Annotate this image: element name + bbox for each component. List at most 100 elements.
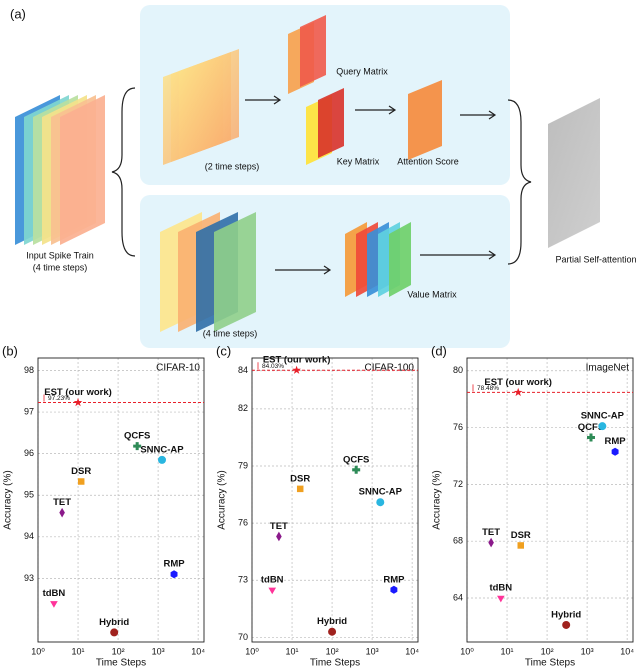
- data-point: [296, 485, 304, 493]
- y-tick-label: 76: [238, 518, 248, 528]
- point-label: DSR: [71, 466, 91, 477]
- feature-layer: [214, 212, 256, 332]
- value-label: 78.48%: [477, 385, 499, 392]
- y-tick-label: 68: [453, 536, 463, 546]
- feature-layer: [389, 222, 411, 297]
- data-point: [50, 601, 58, 608]
- data-point: [110, 628, 119, 637]
- data-point: [562, 620, 571, 629]
- arrow: [420, 250, 497, 260]
- arrow: [245, 95, 282, 105]
- point-label: tdBN: [43, 588, 66, 599]
- y-tick-label: 95: [24, 490, 34, 500]
- feature-layer: [408, 80, 442, 160]
- point-label: TET: [270, 521, 288, 532]
- point-label: tdBN: [489, 582, 512, 593]
- data-point: [268, 587, 277, 595]
- y-tick-label: 64: [453, 592, 463, 602]
- point-label: TET: [53, 497, 71, 508]
- point-label: QCFS: [578, 422, 604, 433]
- x-tick-label: 10³: [581, 646, 594, 656]
- chart-title: CIFAR-10: [156, 363, 200, 374]
- point-label: SNNC-AP: [140, 444, 184, 455]
- point-label: DSR: [290, 473, 310, 484]
- panel-label: (d): [431, 343, 447, 358]
- y-tick-label: 79: [238, 460, 248, 470]
- output-label: Partial Self-attention: [555, 254, 636, 264]
- arrow: [275, 265, 332, 275]
- x-tick-label: 10⁰: [31, 646, 45, 656]
- data-point: [513, 387, 523, 397]
- input-label: (4 time steps): [33, 262, 88, 272]
- panel-label: (c): [216, 343, 231, 358]
- panel-label: (a): [10, 6, 26, 21]
- chart-title: CIFAR-100: [365, 363, 415, 374]
- data-point: [170, 570, 178, 579]
- panel-label: (b): [2, 343, 18, 358]
- data-point: [276, 531, 282, 542]
- point-label: QCFS: [124, 431, 150, 442]
- x-tick-label: 10⁰: [460, 646, 474, 656]
- plot-frame: [251, 357, 419, 643]
- point-label: Hybrid: [99, 617, 129, 628]
- feature-layer: [60, 95, 105, 245]
- data-point: [133, 442, 142, 451]
- data-point: [59, 507, 65, 518]
- x-tick-label: 10³: [152, 646, 165, 656]
- point-label: QCFS: [343, 454, 369, 465]
- feature-layer: [548, 98, 600, 248]
- point-label: SNNC-AP: [581, 411, 625, 422]
- arrow: [355, 105, 397, 115]
- y-tick-label: 84: [238, 365, 248, 375]
- x-tick-label: 10²: [541, 646, 554, 656]
- key-label: Key Matrix: [337, 156, 380, 166]
- data-point: [328, 627, 337, 636]
- y-tick-label: 76: [453, 422, 463, 432]
- plot-frame: [37, 357, 205, 643]
- steps-label: (4 time steps): [203, 328, 258, 338]
- point-label: tdBN: [261, 574, 284, 585]
- data-point: [352, 465, 361, 474]
- y-tick-label: 82: [238, 403, 248, 413]
- x-tick-label: 10²: [326, 646, 339, 656]
- data-point: [611, 447, 619, 456]
- x-axis-label: Time Steps: [310, 658, 360, 668]
- data-point: [292, 365, 301, 374]
- x-tick-label: 10¹: [501, 646, 514, 656]
- point-label: SNNC-AP: [359, 487, 403, 498]
- y-tick-label: 96: [24, 448, 34, 458]
- chart-title: ImageNet: [586, 363, 630, 374]
- point-label: RMP: [163, 559, 185, 570]
- y-tick-label: 72: [453, 479, 463, 489]
- y-axis-label: Accuracy (%): [432, 470, 443, 529]
- x-axis-label: Time Steps: [525, 658, 575, 668]
- data-point: [598, 422, 607, 431]
- x-axis-label: Time Steps: [96, 658, 146, 668]
- x-tick-label: 10²: [112, 646, 125, 656]
- y-tick-label: 98: [24, 365, 34, 375]
- point-label: DSR: [511, 530, 531, 541]
- y-axis-label: Accuracy (%): [3, 470, 14, 529]
- point-label: EST (our work): [484, 377, 552, 388]
- data-point: [586, 433, 595, 442]
- brace: [111, 87, 136, 257]
- steps-label: (2 time steps): [205, 161, 260, 171]
- feature-layer: [179, 49, 239, 159]
- x-tick-label: 10⁰: [245, 646, 259, 656]
- brace: [507, 99, 532, 265]
- data-point: [73, 397, 83, 407]
- point-label: Hybrid: [317, 616, 347, 627]
- x-tick-label: 10¹: [286, 646, 299, 656]
- value-label: 97.23%: [48, 395, 70, 402]
- data-point: [157, 455, 166, 464]
- x-tick-label: 10⁴: [405, 646, 419, 656]
- arrow: [460, 110, 497, 120]
- y-axis-label: Accuracy (%): [217, 470, 228, 529]
- point-label: RMP: [383, 574, 405, 585]
- y-tick-label: 93: [24, 573, 34, 583]
- query-label: Query Matrix: [336, 66, 388, 76]
- arrows: [111, 87, 532, 275]
- y-tick-label: 70: [238, 632, 248, 642]
- y-tick-label: 73: [238, 575, 248, 585]
